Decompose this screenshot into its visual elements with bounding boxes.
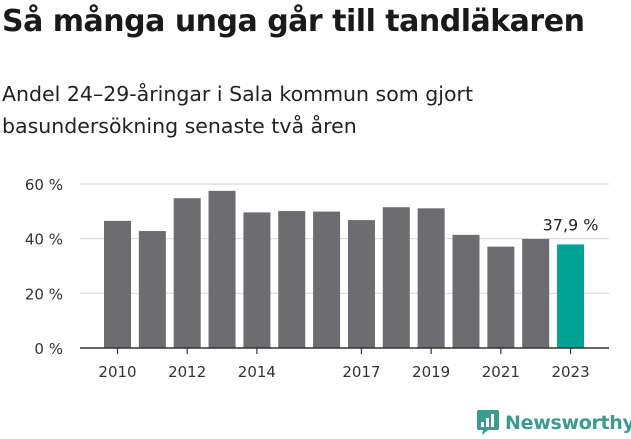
- chart-subtitle: Andel 24–29-åringar i Sala kommun som gj…: [2, 82, 473, 138]
- x-tick-label: 2012: [168, 363, 206, 381]
- bar-2017: [347, 220, 375, 348]
- x-tick-label: 2017: [342, 363, 380, 381]
- bar-2010: [104, 220, 131, 348]
- bar-2021: [487, 246, 515, 348]
- bar-2013: [208, 190, 236, 348]
- x-tick-label: 2014: [238, 363, 276, 381]
- x-tick-label: 2019: [412, 363, 450, 381]
- bar-2014: [243, 212, 271, 348]
- x-tick-label: 2010: [98, 363, 136, 381]
- newsworthy-logo: Newsworthy: [476, 409, 631, 436]
- chart-title: Så många unga går till tandläkaren: [2, 4, 585, 39]
- bar-2023: [557, 244, 585, 348]
- x-tick-label: 2021: [482, 363, 520, 381]
- newsworthy-logo-text: Newsworthy: [505, 411, 631, 434]
- bar-2019: [417, 208, 445, 348]
- y-tick-label: 20 %: [25, 285, 63, 303]
- bar-2011: [138, 231, 166, 348]
- bar-2018: [382, 207, 410, 348]
- data-label-2023: 37,9 %: [543, 215, 599, 234]
- y-tick-label: 60 %: [25, 176, 63, 194]
- newsworthy-chart-bubble-icon: [477, 410, 499, 435]
- bar-2020: [452, 234, 480, 348]
- bar-2012: [173, 198, 201, 348]
- bar-2022: [522, 238, 550, 348]
- bar-2015: [278, 211, 306, 348]
- bar-2016: [313, 211, 341, 348]
- x-tick-label: 2023: [551, 363, 589, 381]
- y-tick-label: 0 %: [34, 340, 63, 358]
- y-tick-label: 40 %: [25, 231, 63, 249]
